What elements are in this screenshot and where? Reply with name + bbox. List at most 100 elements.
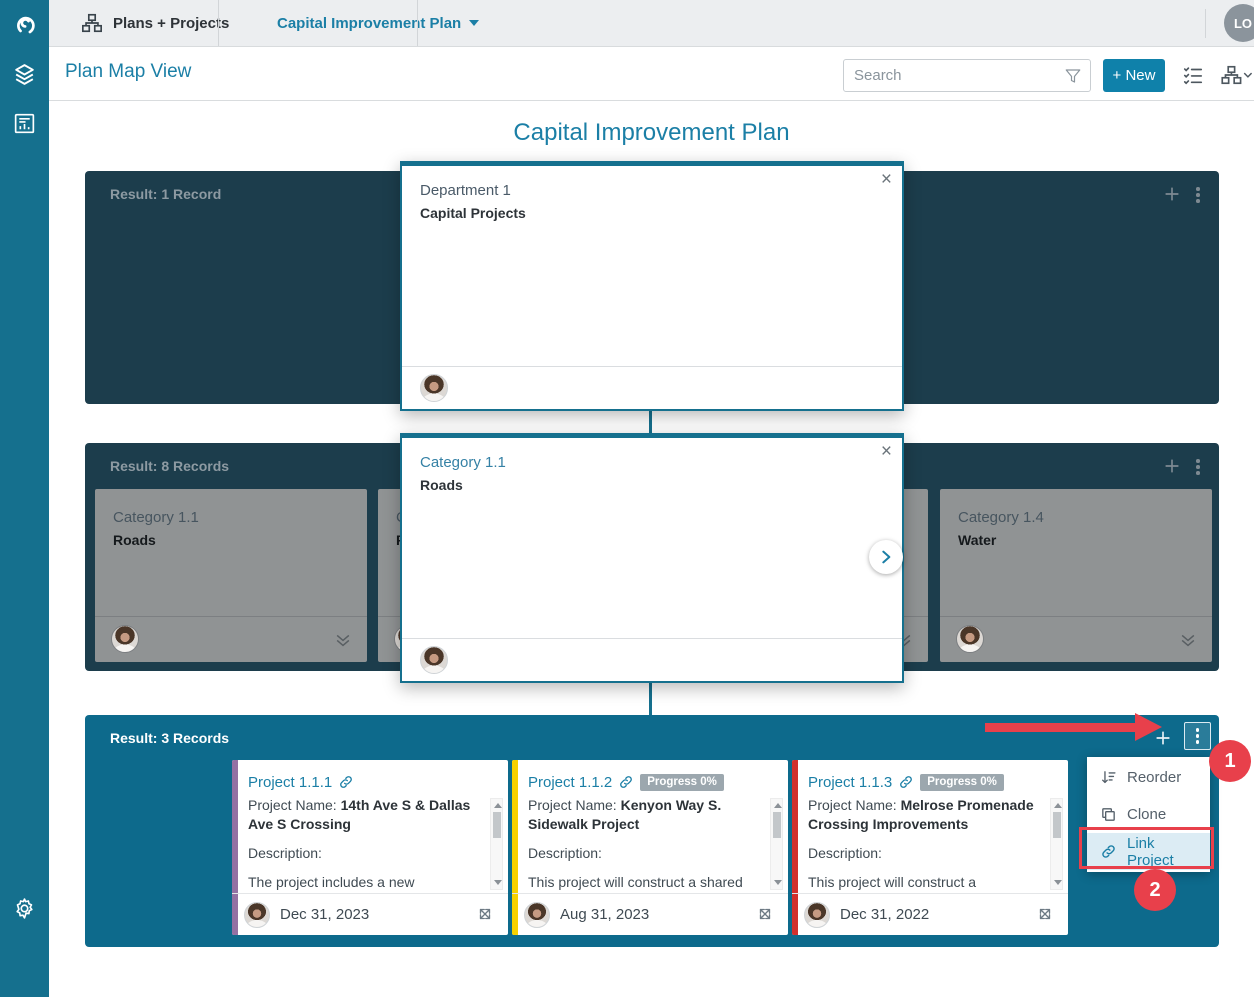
checklist-view-icon[interactable]: [1182, 64, 1204, 86]
menu-item-clone[interactable]: Clone: [1087, 796, 1210, 833]
search-input[interactable]: [854, 60, 1054, 91]
department-number: Department 1: [420, 182, 511, 199]
chevron-right-icon: [882, 550, 891, 564]
progress-badge: Progress 0%: [640, 773, 724, 791]
scroll-up-arrow[interactable]: [773, 803, 782, 808]
owner-avatar[interactable]: [420, 646, 448, 674]
scroll-up-arrow[interactable]: [493, 803, 502, 808]
department-panel-result-count: Result: 1 Record: [110, 186, 222, 202]
plans-projects-label: Plans + Projects: [113, 14, 230, 32]
project-card-body: Project Name: 14th Ave S & Dallas Ave S …: [248, 796, 478, 892]
view-title: Plan Map View: [65, 61, 192, 82]
project-card-1[interactable]: Project 1.1.1 Project Name: 14th Ave S &…: [232, 760, 508, 935]
layers-icon[interactable]: [12, 62, 37, 87]
project-card-header: Project 1.1.2 Progress 0%: [528, 771, 778, 793]
plans-projects-section[interactable]: Plans + Projects: [63, 0, 247, 46]
card-footer: [940, 616, 1212, 662]
scroll-thumb[interactable]: [1052, 812, 1061, 838]
add-record-icon[interactable]: [1161, 183, 1183, 205]
status-color-bar: [512, 760, 518, 935]
project-name: 14th Ave S & Dallas Ave S Crossing: [248, 797, 471, 832]
sort-reorder-icon: [1100, 769, 1117, 786]
link-icon: [338, 774, 354, 790]
expand-icon[interactable]: [1036, 905, 1054, 923]
chevron-down-icon: [469, 20, 480, 26]
card-scrollbar[interactable]: [1050, 798, 1063, 890]
status-color-bar: [792, 760, 798, 935]
search-box: [843, 59, 1091, 92]
project-name: Kenyon Way S. Sidewalk Project: [528, 797, 722, 832]
expand-icon[interactable]: [756, 905, 774, 923]
filter-funnel-icon[interactable]: [1064, 67, 1082, 85]
scroll-thumb[interactable]: [492, 812, 501, 838]
divider: [417, 0, 418, 46]
annotation-highlight-box: [1079, 827, 1214, 869]
close-icon[interactable]: ×: [880, 441, 892, 462]
expand-icon[interactable]: [476, 905, 494, 923]
settings-gear-icon[interactable]: [12, 896, 37, 921]
project-card-3[interactable]: Project 1.1.3 Progress 0% Project Name: …: [792, 760, 1068, 935]
carousel-next-button[interactable]: [869, 540, 903, 574]
description-text: This project will construct a shared: [528, 874, 743, 890]
scroll-thumb[interactable]: [772, 812, 781, 838]
menu-item-label: Clone: [1127, 806, 1167, 823]
owner-avatar[interactable]: [956, 625, 984, 653]
owner-avatar[interactable]: [804, 902, 830, 928]
org-chart-icon: [81, 12, 103, 34]
menu-item-reorder[interactable]: Reorder: [1087, 759, 1210, 796]
link-icon: [898, 774, 914, 790]
owner-avatar[interactable]: [244, 902, 270, 928]
project-id-link[interactable]: Project 1.1.1: [248, 773, 333, 791]
panel-menu-kebab-button[interactable]: [1184, 722, 1211, 750]
reports-icon[interactable]: [12, 111, 37, 136]
user-avatar[interactable]: LO: [1224, 4, 1254, 42]
annotation-step-2: 2: [1134, 869, 1176, 911]
envisio-logo-icon[interactable]: [12, 13, 37, 38]
department-name: Capital Projects: [420, 205, 526, 221]
owner-avatar[interactable]: [524, 902, 550, 928]
project-id-link[interactable]: Project 1.1.3: [808, 773, 893, 791]
scroll-down-arrow[interactable]: [773, 880, 782, 885]
project-card-2[interactable]: Project 1.1.2 Progress 0% Project Name: …: [512, 760, 788, 935]
menu-item-link-project[interactable]: Link Project: [1087, 833, 1210, 870]
panel-menu-kebab-icon[interactable]: [1191, 185, 1205, 205]
description-text: The project includes a new: [248, 874, 415, 890]
due-date: Dec 31, 2023: [280, 906, 370, 923]
owner-avatar[interactable]: [111, 625, 139, 653]
scroll-up-arrow[interactable]: [1053, 803, 1062, 808]
owner-avatar[interactable]: [420, 374, 448, 402]
card-scrollbar[interactable]: [490, 798, 503, 890]
description-label: Description:: [808, 845, 882, 861]
new-button[interactable]: + New: [1103, 59, 1165, 92]
tree-connector-line: [649, 411, 652, 433]
annotation-arrow: [985, 713, 1162, 741]
card-footer: [95, 616, 367, 662]
double-chevron-down-icon[interactable]: [333, 630, 353, 650]
double-chevron-down-icon[interactable]: [1178, 630, 1198, 650]
scroll-down-arrow[interactable]: [493, 880, 502, 885]
annotation-step-1: 1: [1209, 740, 1251, 782]
hierarchy-view-icon[interactable]: [1219, 64, 1253, 86]
panel-menu-kebab-icon[interactable]: [1191, 457, 1205, 477]
category-detail-card[interactable]: Category 1.1 Roads ×: [400, 433, 904, 683]
card-footer: [402, 638, 902, 681]
add-record-icon[interactable]: [1161, 455, 1183, 477]
scroll-down-arrow[interactable]: [1053, 880, 1062, 885]
project-id-link[interactable]: Project 1.1.2: [528, 773, 613, 791]
category-card-roads[interactable]: Category 1.1 Roads: [95, 489, 367, 662]
card-footer: Aug 31, 2023: [512, 893, 788, 935]
menu-item-label: Reorder: [1127, 769, 1182, 786]
progress-badge: Progress 0%: [920, 773, 1004, 791]
plan-selector-dropdown[interactable]: Capital Improvement Plan: [277, 0, 480, 46]
project-card-body: Project Name: Kenyon Way S. Sidewalk Pro…: [528, 796, 758, 892]
department-detail-card[interactable]: Department 1 Capital Projects ×: [400, 161, 904, 411]
link-icon: [618, 774, 634, 790]
close-icon[interactable]: ×: [880, 169, 892, 190]
card-scrollbar[interactable]: [770, 798, 783, 890]
category-card-water[interactable]: Category 1.4 Water: [940, 489, 1212, 662]
category-number: Category 1.1: [113, 509, 199, 526]
category-name: Water: [958, 532, 997, 548]
plan-selector-label: Capital Improvement Plan: [277, 14, 462, 32]
card-footer: Dec 31, 2022: [792, 893, 1068, 935]
tree-connector-line: [649, 683, 652, 715]
